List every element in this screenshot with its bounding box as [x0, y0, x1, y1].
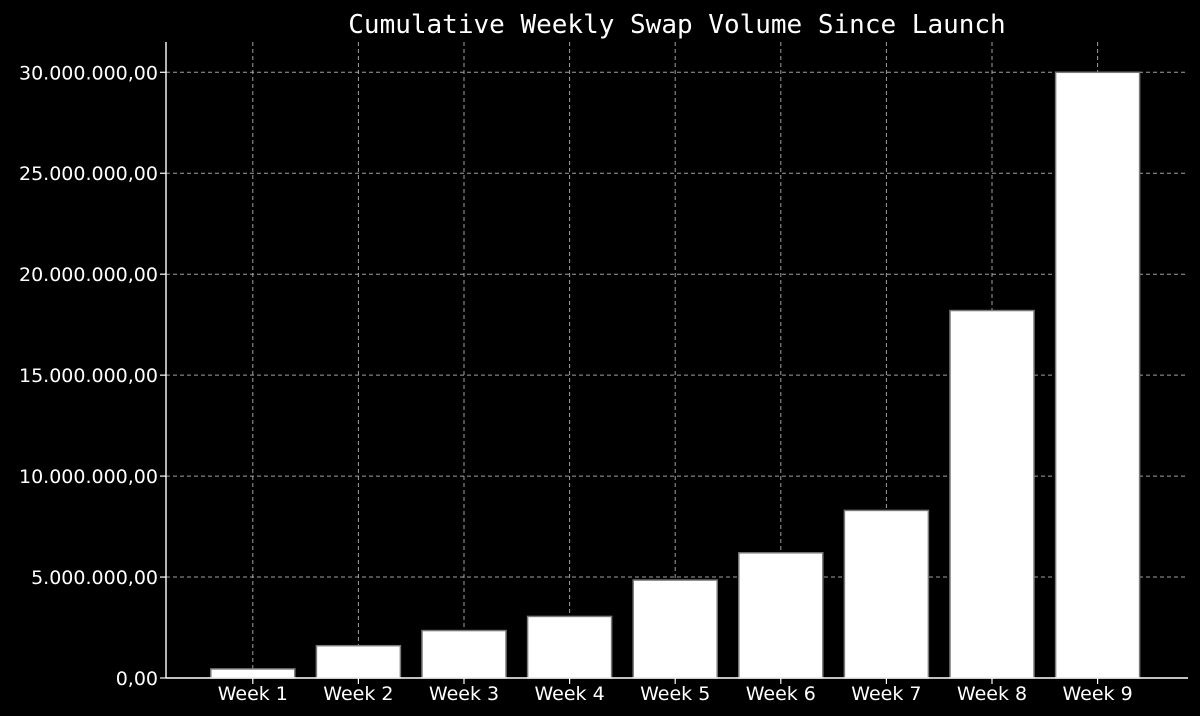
x-tick-label: Week 8 — [957, 683, 1027, 705]
y-tick-label: 25.000.000,00 — [19, 163, 158, 185]
y-tick-label: 20.000.000,00 — [19, 264, 158, 286]
ticks-layer: 0,00 5.000.000,00 10.000.000,00 15.000.000,… — [19, 62, 1133, 705]
bar-week-2 — [315, 644, 402, 679]
x-tick-label: Week 2 — [323, 683, 393, 705]
bar-week-8 — [949, 309, 1035, 679]
bar-week-9 — [1054, 71, 1141, 679]
chart-title: Cumulative Weekly Swap Volume Since Laun… — [348, 10, 1005, 40]
x-tick-label: Week 5 — [640, 683, 710, 705]
bar-week-7 — [843, 509, 930, 679]
bar-week-3 — [421, 629, 507, 679]
x-tick-label: Week 3 — [429, 683, 499, 705]
bars-layer — [210, 71, 1141, 679]
y-tick-label: 0,00 — [116, 668, 158, 690]
y-tick-label: 5.000.000,00 — [31, 567, 158, 589]
x-tick-label: Week 1 — [218, 683, 288, 705]
x-tick-label: Week 6 — [746, 683, 816, 705]
bar-week-1 — [210, 668, 296, 679]
bar-week-5 — [632, 579, 718, 679]
y-tick-label: 30.000.000,00 — [19, 62, 158, 84]
axes-layer — [165, 42, 1188, 679]
y-tick-label: 10.000.000,00 — [19, 466, 158, 488]
y-tick-label: 15.000.000,00 — [19, 365, 158, 387]
x-tick-label: Week 4 — [535, 683, 605, 705]
bar-week-4 — [526, 615, 613, 679]
x-tick-label: Week 9 — [1063, 683, 1133, 705]
bar-week-6 — [738, 552, 824, 679]
x-tick-label: Week 7 — [851, 683, 921, 705]
